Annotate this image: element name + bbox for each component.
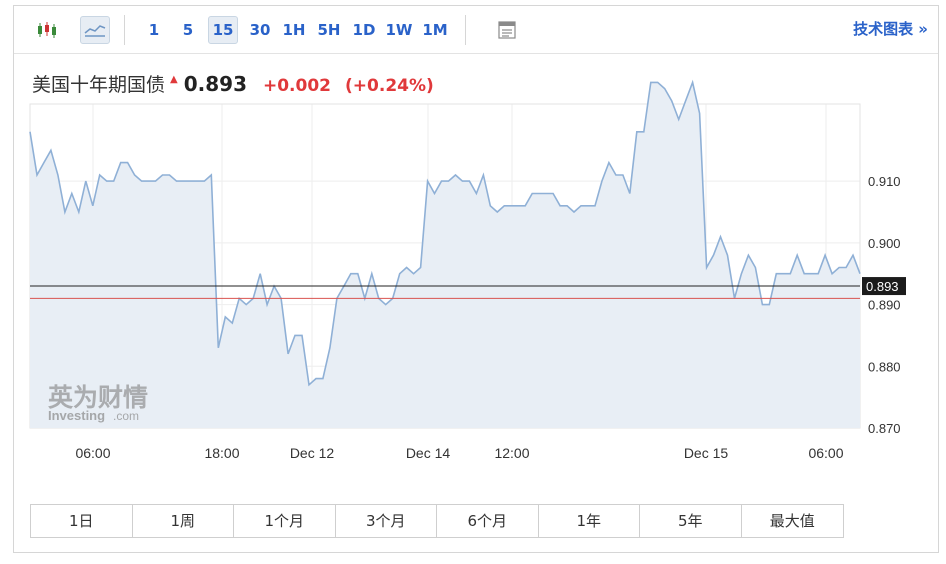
range-1d[interactable]: 1日 (31, 505, 133, 537)
interval-5h[interactable]: 5H (317, 21, 341, 39)
last-price-badge-label: 0.893 (866, 279, 899, 294)
range-1w[interactable]: 1周 (132, 505, 234, 537)
up-arrow-icon: ▲ (170, 74, 178, 85)
technical-chart-link[interactable]: 技术图表 » (853, 20, 928, 38)
price-change: +0.002 (262, 76, 332, 96)
y-tick-label: 0.910 (868, 174, 901, 189)
watermark-com: .com (113, 409, 139, 423)
last-price-badge: 0.893 (862, 277, 906, 296)
interval-1d[interactable]: 1D (352, 21, 376, 39)
range-3m[interactable]: 3个月 (335, 505, 437, 537)
watermark-cn: 英为财情 (48, 383, 148, 412)
x-tick-label: Dec 12 (290, 445, 335, 461)
quote-header: 美国十年期国债 ▲ 0.893 +0.002 (+0.24%) (32, 70, 434, 96)
y-tick-label: 0.870 (868, 421, 901, 436)
range-5y[interactable]: 5年 (640, 505, 742, 537)
line-chart-icon[interactable] (80, 16, 110, 44)
interval-1m[interactable]: 1M (422, 21, 448, 39)
interval-1h[interactable]: 1H (282, 21, 306, 39)
x-axis: 06:00 18:00 Dec 12 Dec 14 12:00 Dec 15 06:00 (75, 445, 843, 461)
y-tick-label: 0.900 (868, 236, 901, 251)
range-max[interactable]: 最大值 (741, 505, 843, 537)
x-tick-label: Dec 15 (684, 445, 729, 461)
price-line (29, 79, 861, 387)
x-tick-label: 12:00 (494, 445, 529, 461)
x-tick-label: 06:00 (808, 445, 843, 461)
interval-1[interactable]: 1 (148, 21, 160, 39)
x-tick-label: 06:00 (75, 445, 110, 461)
y-axis: 0.910 0.900 0.890 0.880 0.870 (868, 174, 901, 436)
interval-5[interactable]: 5 (182, 21, 194, 39)
interval-1w[interactable]: 1W (385, 21, 413, 39)
x-tick-label: 18:00 (204, 445, 239, 461)
chart-toolbar: 1 5 15 30 1H 5H 1D 1W 1M 技术图表 » (14, 6, 938, 54)
y-tick-label: 0.890 (868, 298, 901, 313)
interval-15[interactable]: 15 (208, 16, 238, 44)
interval-30[interactable]: 30 (249, 21, 271, 39)
price-change-percent: (+0.24%) (345, 76, 434, 96)
toolbar-divider (124, 15, 125, 45)
candlestick-chart-icon[interactable] (32, 16, 62, 44)
time-range-selector: 1日 1周 1个月 3个月 6个月 1年 5年 最大值 (30, 504, 844, 538)
watermark-en: Investing (48, 408, 105, 423)
instrument-name: 美国十年期国债 (32, 74, 166, 96)
x-tick-label: Dec 14 (406, 445, 451, 461)
price-area-fill (30, 82, 860, 429)
toolbar-divider (465, 15, 466, 45)
investing-watermark: 英为财情 Investing .com (48, 383, 148, 423)
range-6m[interactable]: 6个月 (437, 505, 539, 537)
range-1m[interactable]: 1个月 (234, 505, 336, 537)
last-price: 0.893 (183, 72, 247, 96)
y-tick-label: 0.880 (868, 359, 901, 374)
range-1y[interactable]: 1年 (538, 505, 640, 537)
table-view-icon[interactable] (492, 16, 522, 44)
